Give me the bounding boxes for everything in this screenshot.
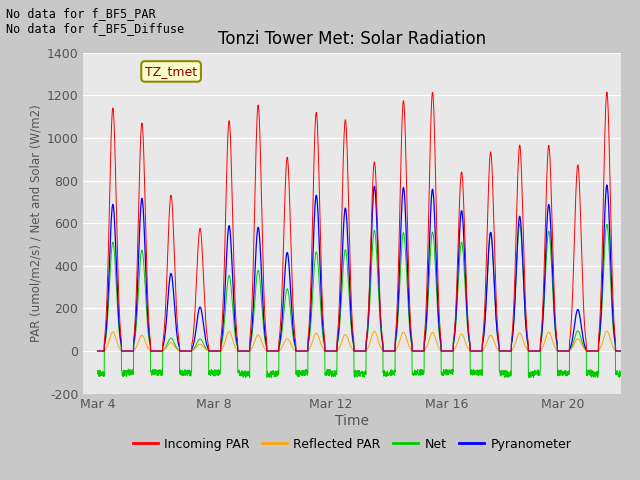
Text: No data for f_BF5_PAR: No data for f_BF5_PAR: [6, 7, 156, 20]
X-axis label: Time: Time: [335, 414, 369, 428]
Text: TZ_tmet: TZ_tmet: [145, 65, 197, 78]
Legend: Incoming PAR, Reflected PAR, Net, Pyranometer: Incoming PAR, Reflected PAR, Net, Pyrano…: [128, 432, 576, 456]
Y-axis label: PAR (umol/m2/s) / Net and Solar (W/m2): PAR (umol/m2/s) / Net and Solar (W/m2): [29, 104, 42, 342]
Text: No data for f_BF5_Diffuse: No data for f_BF5_Diffuse: [6, 22, 184, 35]
Title: Tonzi Tower Met: Solar Radiation: Tonzi Tower Met: Solar Radiation: [218, 30, 486, 48]
